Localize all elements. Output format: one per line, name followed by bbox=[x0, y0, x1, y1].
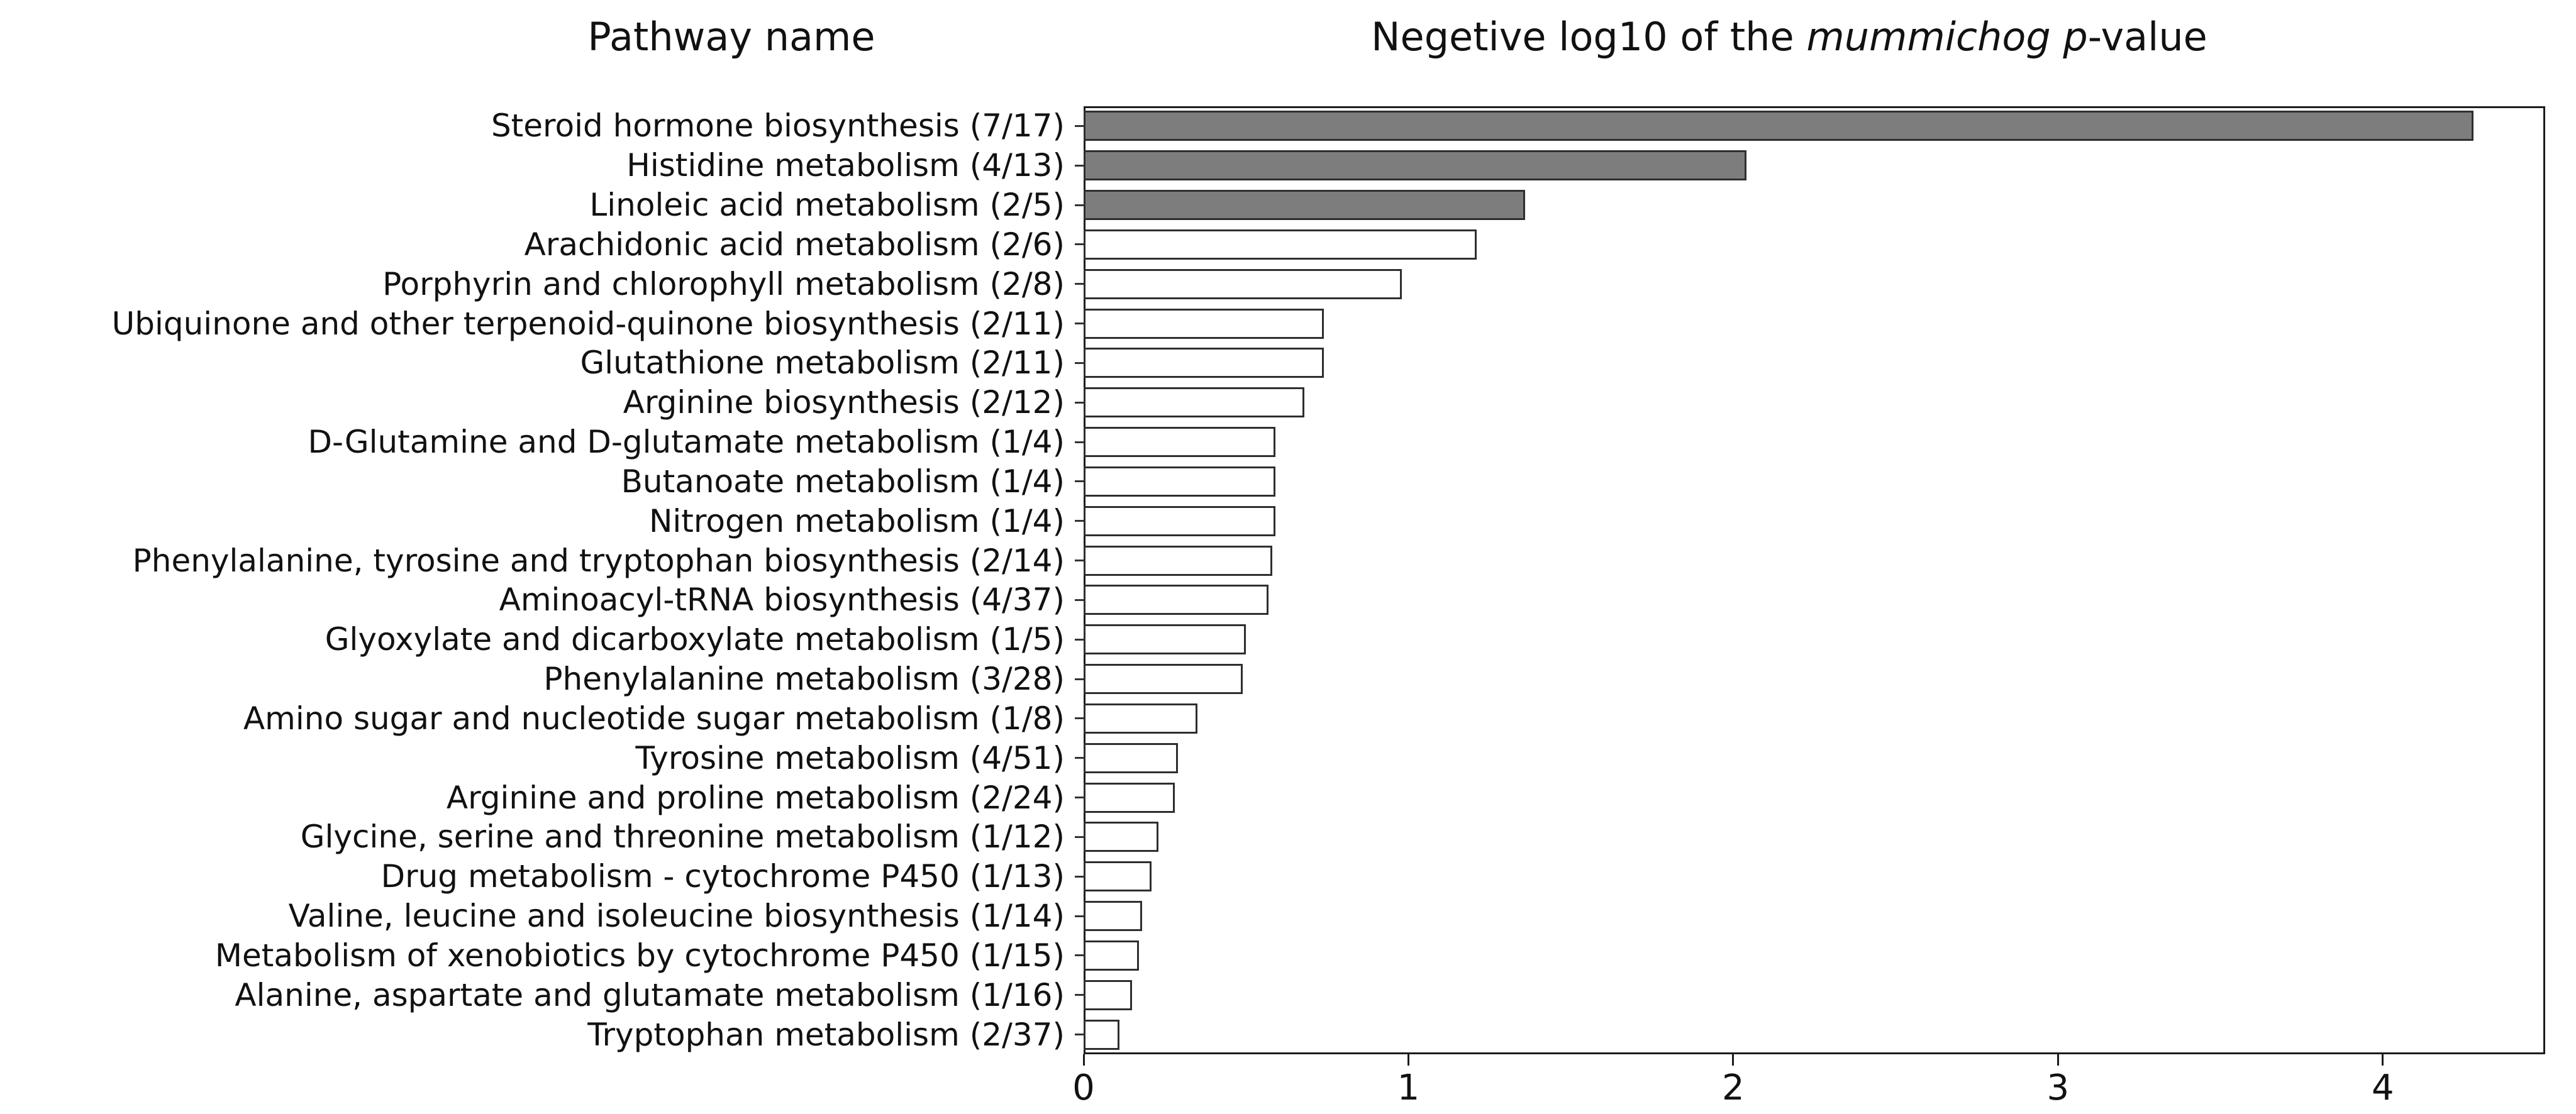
y-tick-mark bbox=[1075, 164, 1084, 167]
y-tick-mark bbox=[1075, 323, 1084, 325]
bar bbox=[1084, 940, 1139, 971]
pathway-label: Nitrogen metabolism (1/4) bbox=[649, 502, 1065, 539]
y-tick-mark bbox=[1075, 1034, 1084, 1036]
bar bbox=[1084, 624, 1246, 655]
pathway-label: Phenylalanine metabolism (3/28) bbox=[543, 661, 1065, 698]
x-tick-mark bbox=[2057, 1054, 2059, 1066]
pathway-label: D-Glutamine and D-glutamate metabolism (… bbox=[308, 424, 1065, 461]
pathway-label: Butanoate metabolism (1/4) bbox=[621, 463, 1065, 500]
bar bbox=[1084, 782, 1175, 813]
x-tick-mark bbox=[1082, 1054, 1085, 1066]
pathway-label: Tyrosine metabolism (4/51) bbox=[635, 739, 1065, 776]
y-tick-mark bbox=[1075, 560, 1084, 562]
bar bbox=[1084, 268, 1402, 299]
bar bbox=[1084, 387, 1305, 418]
pathway-label: Linoleic acid metabolism (2/5) bbox=[589, 187, 1065, 224]
bar bbox=[1084, 1019, 1119, 1050]
x-tick-mark bbox=[1407, 1054, 1409, 1066]
y-tick-mark bbox=[1075, 204, 1084, 206]
bar bbox=[1084, 585, 1269, 615]
y-tick-mark bbox=[1075, 480, 1084, 483]
y-tick-mark bbox=[1075, 678, 1084, 680]
x-tick-label: 2 bbox=[1722, 1067, 1745, 1108]
bar bbox=[1084, 505, 1275, 536]
pathway-label: Glyoxylate and dicarboxylate metabolism … bbox=[325, 621, 1065, 658]
pathway-label: Arachidonic acid metabolism (2/6) bbox=[524, 226, 1065, 263]
y-tick-mark bbox=[1075, 598, 1084, 601]
y-tick-mark bbox=[1075, 520, 1084, 522]
bar bbox=[1084, 664, 1243, 695]
x-tick-label: 3 bbox=[2046, 1067, 2070, 1108]
pathway-label: Histidine metabolism (4/13) bbox=[626, 147, 1065, 184]
bar bbox=[1084, 308, 1324, 339]
bar bbox=[1084, 861, 1152, 892]
bar bbox=[1084, 348, 1324, 378]
pathway-label: Drug metabolism - cytochrome P450 (1/13) bbox=[380, 858, 1065, 895]
pathway-label: Arginine biosynthesis (2/12) bbox=[623, 384, 1065, 421]
left-column-title: Pathway name bbox=[587, 14, 875, 60]
y-tick-mark bbox=[1075, 638, 1084, 641]
bar bbox=[1084, 742, 1178, 773]
y-tick-mark bbox=[1075, 717, 1084, 720]
x-tick-label: 1 bbox=[1397, 1067, 1420, 1108]
y-tick-mark bbox=[1075, 757, 1084, 759]
bar bbox=[1084, 979, 1133, 1010]
x-axis-title-prefix: Negetive log10 of the bbox=[1371, 14, 1807, 60]
y-tick-mark bbox=[1075, 875, 1084, 878]
bar bbox=[1084, 190, 1526, 221]
pathway-label: Valine, leucine and isoleucine biosynthe… bbox=[288, 898, 1065, 935]
pathway-label: Arginine and proline metabolism (2/24) bbox=[446, 779, 1065, 816]
x-tick-mark bbox=[2382, 1054, 2384, 1066]
bar bbox=[1084, 466, 1275, 497]
bar bbox=[1084, 150, 1746, 181]
pathway-label: Phenylalanine, tyrosine and tryptophan b… bbox=[132, 542, 1065, 579]
bar bbox=[1084, 229, 1477, 260]
pathway-label: Porphyrin and chlorophyll metabolism (2/… bbox=[382, 265, 1065, 302]
pathway-label: Aminoacyl-tRNA biosynthesis (4/37) bbox=[499, 582, 1065, 619]
y-tick-mark bbox=[1075, 915, 1084, 917]
y-tick-mark bbox=[1075, 401, 1084, 404]
y-tick-mark bbox=[1075, 797, 1084, 799]
x-axis-title: Negetive log10 of the mummichog p-value bbox=[1371, 14, 2207, 60]
bar bbox=[1084, 427, 1275, 458]
x-axis-title-suffix: -value bbox=[2087, 14, 2207, 60]
x-axis-title-italic: mummichog p bbox=[1806, 14, 2088, 60]
pathway-label: Glycine, serine and threonine metabolism… bbox=[300, 819, 1065, 856]
y-tick-mark bbox=[1075, 361, 1084, 364]
pathway-label: Alanine, aspartate and glutamate metabol… bbox=[235, 976, 1065, 1013]
y-tick-mark bbox=[1075, 441, 1084, 443]
y-tick-mark bbox=[1075, 283, 1084, 285]
x-tick-mark bbox=[1732, 1054, 1735, 1066]
x-tick-label: 4 bbox=[2371, 1067, 2394, 1108]
y-tick-mark bbox=[1075, 243, 1084, 246]
y-tick-mark bbox=[1075, 994, 1084, 996]
bar bbox=[1084, 111, 2474, 141]
bar bbox=[1084, 822, 1158, 852]
pathway-label: Metabolism of xenobiotics by cytochrome … bbox=[214, 937, 1065, 974]
bar bbox=[1084, 901, 1142, 932]
y-tick-mark bbox=[1075, 124, 1084, 127]
bar bbox=[1084, 703, 1197, 734]
plot-area bbox=[1084, 106, 2545, 1054]
bar bbox=[1084, 545, 1272, 576]
pathway-label: Steroid hormone biosynthesis (7/17) bbox=[491, 108, 1065, 145]
y-tick-mark bbox=[1075, 836, 1084, 838]
pathway-label: Amino sugar and nucleotide sugar metabol… bbox=[243, 700, 1065, 737]
pathway-label: Tryptophan metabolism (2/37) bbox=[587, 1016, 1065, 1053]
x-tick-label: 0 bbox=[1072, 1067, 1095, 1108]
pathway-label: Glutathione metabolism (2/11) bbox=[580, 345, 1065, 382]
y-tick-mark bbox=[1075, 954, 1084, 957]
pathway-label: Ubiquinone and other terpenoid-quinone b… bbox=[111, 305, 1065, 342]
